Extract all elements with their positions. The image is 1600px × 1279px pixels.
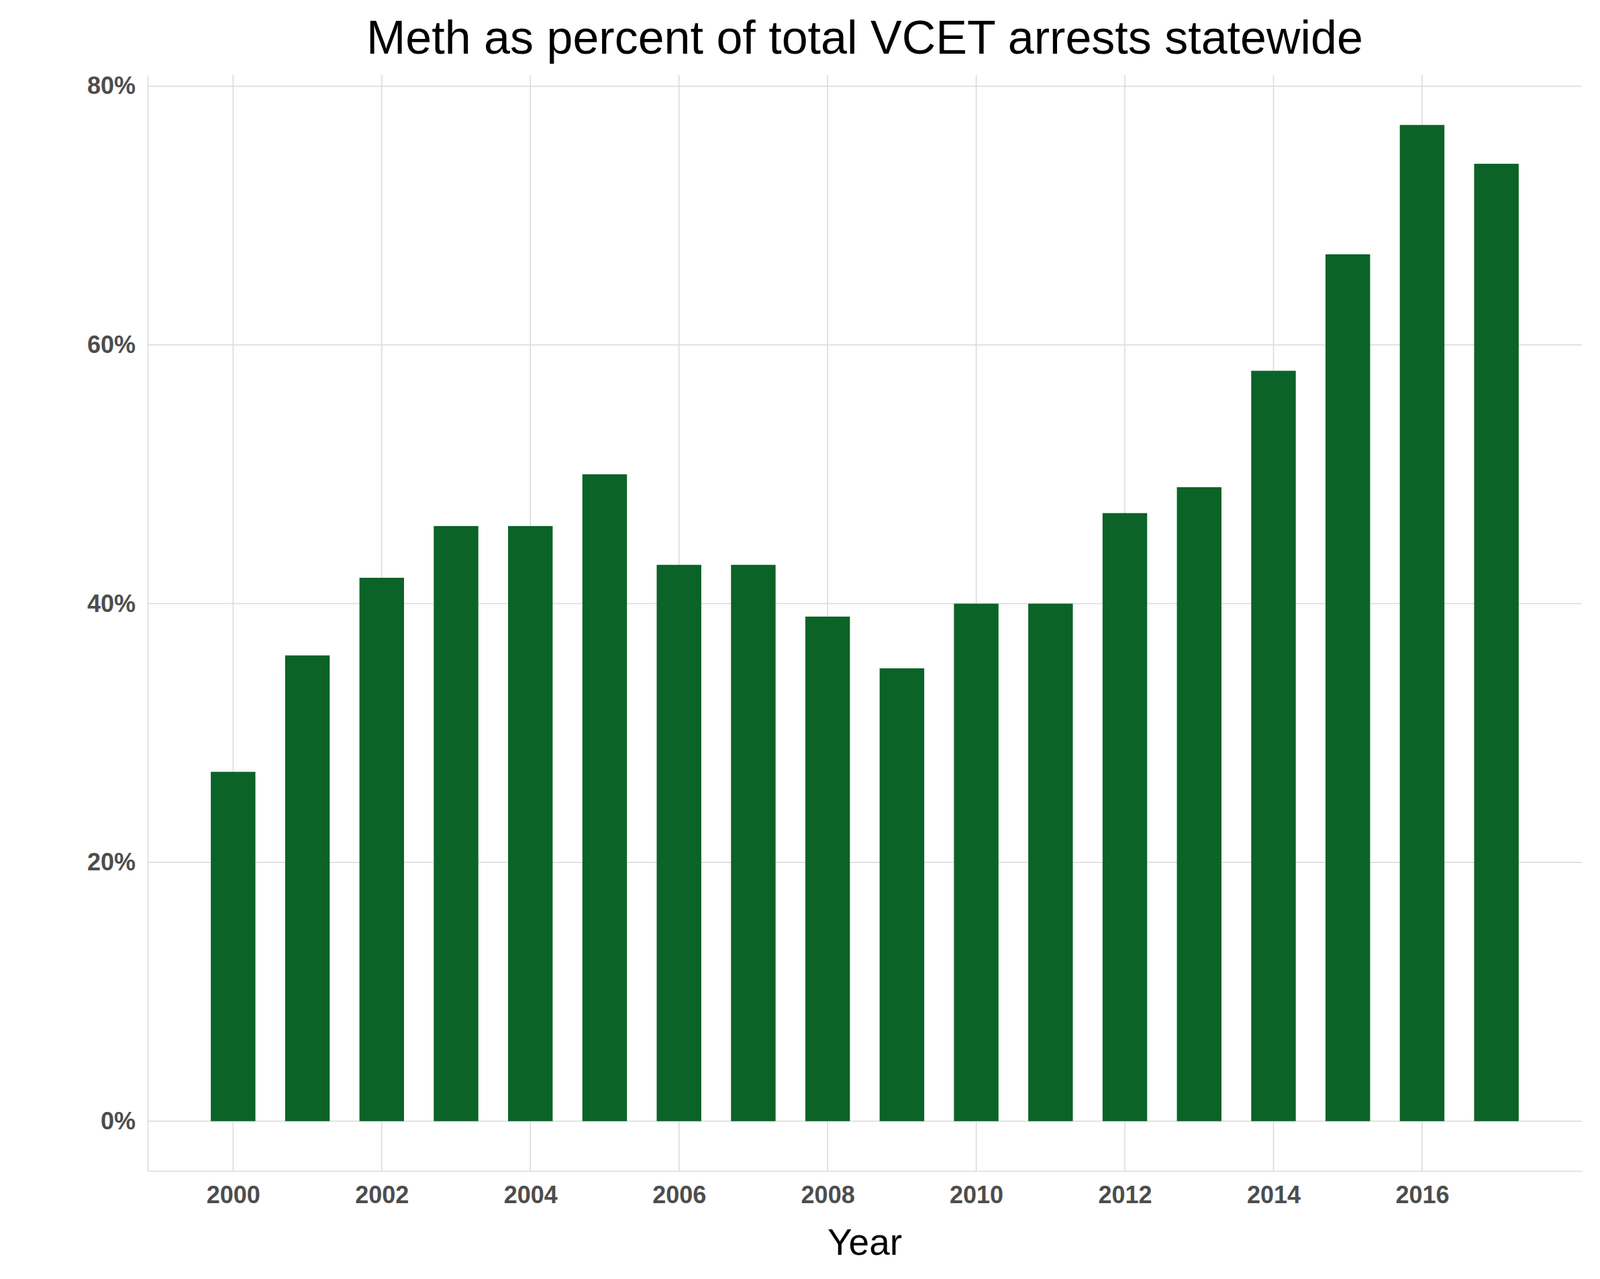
bar xyxy=(1102,513,1147,1122)
tick: 2000 xyxy=(206,1171,261,1209)
grid xyxy=(147,75,1582,1172)
tick: 2004 xyxy=(504,1171,558,1209)
tick-label: 80% xyxy=(87,71,136,100)
tick: 2006 xyxy=(652,1171,707,1209)
bar xyxy=(879,668,925,1122)
bar xyxy=(1325,254,1370,1122)
tick: 0% xyxy=(100,1107,148,1135)
tick: 2016 xyxy=(1395,1171,1449,1209)
bar xyxy=(656,565,701,1122)
chart: 2000 2002 2004 2006 2008 2010 2012 2014 2016 0% 20… xyxy=(0,0,1600,1279)
tick-label: 60% xyxy=(87,330,136,359)
tick-label: 2006 xyxy=(652,1181,707,1209)
tick: 20% xyxy=(87,848,148,876)
axis-line xyxy=(147,75,149,1172)
bar xyxy=(508,526,553,1122)
bar xyxy=(210,771,256,1122)
bar xyxy=(285,655,330,1122)
bar xyxy=(1400,124,1445,1122)
bar xyxy=(1028,604,1073,1122)
tick-label: 2016 xyxy=(1395,1181,1449,1209)
bar xyxy=(730,565,776,1122)
tick-label: 2004 xyxy=(504,1181,558,1209)
tick: 2008 xyxy=(801,1171,856,1209)
bar xyxy=(1177,487,1222,1122)
tick-label: 20% xyxy=(87,848,136,876)
tick-label: 2002 xyxy=(355,1181,409,1209)
bar xyxy=(1251,371,1296,1122)
bar xyxy=(433,526,478,1122)
bar xyxy=(359,577,405,1122)
tick-label: 2012 xyxy=(1097,1181,1152,1209)
tick-label: 2010 xyxy=(949,1181,1004,1209)
tick-label: 2008 xyxy=(801,1181,856,1209)
tick: 80% xyxy=(87,71,148,100)
tick-label: 0% xyxy=(100,1107,136,1135)
plot-area: 2000 2002 2004 2006 2008 2010 2012 2014 2016 0% 20… xyxy=(87,71,1583,1209)
axis-title: Year xyxy=(827,1221,903,1264)
tick: 2002 xyxy=(355,1171,409,1209)
tick-label: 40% xyxy=(87,589,136,618)
tick-label: 2000 xyxy=(206,1181,261,1209)
bar xyxy=(1473,163,1519,1122)
bar xyxy=(953,604,998,1122)
axis-line xyxy=(148,1171,1583,1173)
bar xyxy=(805,616,850,1122)
y-axis: 0% 20% 40% 60% 80% xyxy=(87,71,149,1172)
x-axis: 2000 2002 2004 2006 2008 2010 2012 2014 2016 xyxy=(148,1171,1583,1209)
tick: 60% xyxy=(87,330,148,359)
tick-label: 2014 xyxy=(1246,1181,1301,1209)
bars xyxy=(210,124,1519,1122)
tick: 40% xyxy=(87,589,148,618)
title: Meth as percent of total VCET arrests st… xyxy=(366,11,1364,64)
grid-line xyxy=(147,85,1582,88)
tick: 2012 xyxy=(1097,1171,1152,1209)
bar xyxy=(582,474,627,1122)
tick: 2014 xyxy=(1246,1171,1301,1209)
tick: 2010 xyxy=(949,1171,1004,1209)
